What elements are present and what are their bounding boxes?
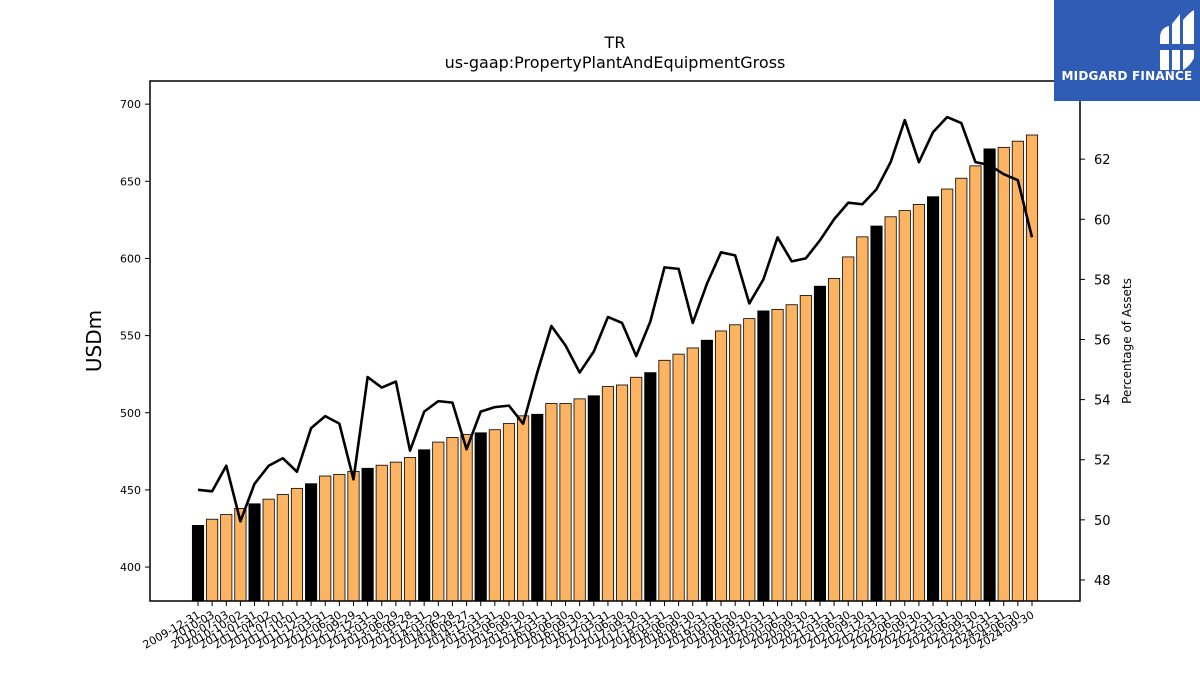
chart-title: TR — [604, 33, 626, 52]
bars-layer — [191, 134, 1039, 602]
bar-2017-06-30 — [616, 384, 629, 602]
bar-2020-09-30 — [799, 295, 812, 602]
chart-subtitle: us-gaap:PropertyPlantAndEquipmentGross — [445, 53, 786, 72]
plot-frame — [149, 80, 1081, 602]
y-tick-label: 400 — [120, 561, 141, 574]
bar-2019-12-31 — [757, 310, 770, 602]
bar-2011-03-31 — [262, 498, 275, 602]
y2-tick-label: 60 — [1094, 213, 1111, 228]
bar-2022-12-31 — [926, 196, 940, 602]
bar-2024-03-31 — [997, 146, 1010, 602]
bar-2013-09-30 — [403, 457, 417, 602]
y2-tick-label: 58 — [1094, 273, 1111, 288]
bar-2010-03-31 — [206, 518, 219, 602]
y2-tick-label: 54 — [1094, 394, 1111, 409]
y2-tick-label: 48 — [1094, 574, 1111, 589]
bar-2021-09-30 — [856, 236, 869, 602]
y2-tick-label: 50 — [1094, 514, 1111, 529]
x-axis: 2009-12-312010-032010-07-032010-10-02201… — [141, 601, 1037, 652]
brand-logo: MIDGARD FINANCE — [1054, 0, 1200, 101]
bar-2020-06-30 — [785, 304, 798, 602]
bar-2022-03-31 — [884, 216, 897, 602]
bar-2012-06-30 — [333, 474, 346, 602]
y-axis-right: 48 50 52 54 56 58 60 62 — [1080, 153, 1111, 589]
bar-2011-12-31 — [305, 483, 318, 602]
bar-2017-12-31 — [644, 372, 657, 602]
brand-name: MIDGARD FINANCE — [1061, 69, 1193, 83]
bar-2014-09-30 — [460, 433, 473, 602]
y-tick-label: 550 — [120, 330, 141, 343]
y-tick-label: 700 — [120, 98, 141, 111]
bar-2016-12-31 — [587, 395, 600, 602]
bar-2018-06-30 — [672, 353, 685, 602]
bar-2019-06-30 — [729, 324, 742, 602]
bar-2014-12-31 — [474, 432, 487, 602]
bar-2023-09-30 — [969, 165, 982, 602]
bar-2011-06-30 — [276, 494, 289, 602]
bar-2019-03-31 — [714, 330, 728, 602]
bar-2016-06-30 — [559, 403, 572, 602]
y2-axis-title: Percentage of Assets — [1120, 278, 1134, 404]
bar-2014-03-31 — [432, 441, 445, 602]
bar-2023-12-31 — [983, 148, 996, 602]
bar-2024-06-30 — [1011, 140, 1024, 602]
bar-2024-09-30 — [1025, 134, 1039, 602]
bar-2022-06-30 — [898, 210, 911, 602]
bar-2017-03-31 — [601, 386, 614, 602]
bar-2012-03-31 — [319, 475, 332, 602]
bar-2012-09-30 — [347, 470, 360, 602]
line-layer — [197, 115, 1034, 523]
bar-2023-03-31 — [941, 188, 954, 602]
y-axis-left: 400 450 500 550 600 650 700 — [120, 98, 150, 574]
bar-2015-03-31 — [488, 429, 501, 602]
bar-2012-12-31 — [361, 467, 374, 602]
bar-2010-12-31 — [248, 503, 261, 602]
y-tick-label: 650 — [120, 175, 141, 188]
bar-2014-06-30 — [446, 437, 459, 602]
y2-tick-label: 62 — [1094, 153, 1111, 168]
bar-2021-12-31 — [870, 225, 883, 602]
bar-2011-09-30 — [290, 487, 304, 602]
bar-2017-09-30 — [630, 376, 643, 602]
bar-2013-06-30 — [389, 461, 402, 602]
bar-2009-12-31 — [191, 524, 205, 602]
y-tick-label: 600 — [120, 252, 141, 265]
bar-2013-12-31 — [418, 449, 431, 602]
bar-2015-12-31 — [531, 413, 544, 602]
bar-2020-03-31 — [771, 308, 784, 602]
bar-2013-03-31 — [375, 464, 388, 602]
bar-2021-06-30 — [842, 256, 855, 602]
bar-2021-03-31 — [828, 278, 841, 602]
bar-2018-03-31 — [658, 359, 671, 602]
y2-tick-label: 52 — [1094, 454, 1111, 469]
bar-2015-06-30 — [502, 423, 516, 602]
y-axis-title: USDm — [82, 310, 106, 372]
bar-2015-09-30 — [517, 415, 530, 602]
bar-2023-06-30 — [955, 177, 968, 602]
y-tick-label: 450 — [120, 484, 141, 497]
bar-2018-09-30 — [686, 347, 699, 602]
bar-2022-09-30 — [912, 204, 925, 602]
bar-2016-09-30 — [573, 398, 586, 602]
percentage-of-assets-line — [197, 115, 1034, 523]
bar-2010-06-30 — [220, 514, 233, 602]
bar-2019-09-30 — [743, 318, 756, 602]
bar-2020-12-31 — [813, 285, 827, 602]
midgard-logo-icon — [1160, 10, 1194, 70]
bar-2018-12-31 — [700, 339, 713, 602]
bar-2016-03-31 — [545, 403, 558, 602]
y-tick-label: 500 — [120, 407, 141, 420]
y2-tick-label: 56 — [1094, 333, 1111, 348]
